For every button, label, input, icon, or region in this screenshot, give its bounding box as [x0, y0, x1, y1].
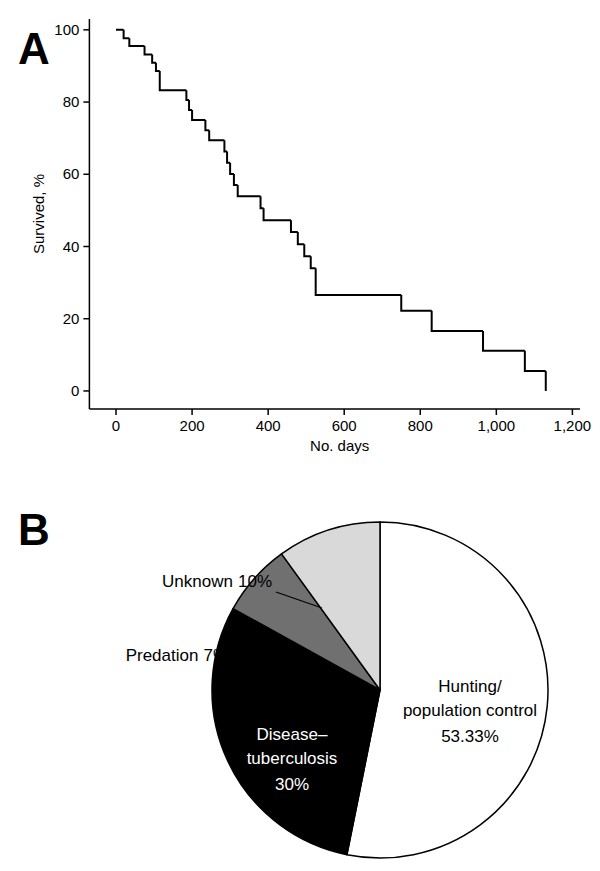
- step-segment: [124, 30, 130, 38]
- step-segment: [227, 152, 230, 163]
- step-segment: [304, 244, 310, 256]
- x-tick: [267, 409, 269, 415]
- step-segment: [234, 174, 238, 185]
- step-segment: [483, 331, 525, 351]
- x-tick: [343, 409, 345, 415]
- pie: [212, 522, 548, 858]
- leader-line: [276, 592, 322, 608]
- panel-label: A: [18, 24, 50, 73]
- slice-value: 30%: [275, 775, 309, 794]
- y-tick-label: 80: [63, 93, 80, 110]
- y-tick-label: 20: [63, 310, 80, 327]
- x-tick-label: 1,000: [478, 417, 516, 434]
- slice-label: Hunting/population control 53.33%: [403, 677, 537, 746]
- x-tick-label: 600: [332, 417, 357, 434]
- x-tick-label: 1,200: [554, 417, 592, 434]
- step-segment: [129, 38, 144, 46]
- x-tick: [115, 409, 117, 415]
- x-tick-label: 400: [256, 417, 281, 434]
- step-segment: [192, 110, 205, 120]
- step-segment: [291, 220, 298, 232]
- step-segment: [230, 163, 234, 174]
- survival-curve: [116, 30, 546, 391]
- step-segment: [209, 130, 224, 140]
- y-tick: [83, 246, 89, 248]
- figure: A 0 200 400 600 800 1,000 1,200 0 20 40 60 80 100 No. …: [0, 0, 600, 871]
- step-segment: [432, 311, 483, 331]
- slice-value: 7%: [203, 646, 228, 665]
- step-segment: [145, 46, 153, 54]
- y-axis-label: Survived, %: [30, 174, 47, 254]
- y-tick: [83, 29, 89, 31]
- step-segment: [224, 140, 227, 151]
- y-axis: [89, 19, 91, 409]
- x-tick-label: 200: [180, 417, 205, 434]
- x-axis-label: No. days: [310, 437, 369, 454]
- slice-category: Disease–: [257, 725, 328, 744]
- step-segment: [186, 90, 189, 100]
- step-segment: [156, 63, 160, 71]
- x-axis: [89, 408, 580, 410]
- y-tick-label: 40: [63, 238, 80, 255]
- x-tick: [420, 409, 422, 415]
- slice-value: 10%: [238, 572, 272, 591]
- step-segment: [525, 351, 546, 371]
- x-tick-label: 0: [112, 417, 120, 434]
- step-segment: [205, 120, 209, 130]
- step-segment: [160, 71, 187, 90]
- slice-label: Predation7%: [126, 646, 228, 665]
- y-tick-label: 0: [71, 382, 79, 399]
- x-tick-label: 800: [408, 417, 433, 434]
- step-segment: [152, 54, 156, 62]
- step-segment: [116, 29, 124, 31]
- step-segment: [264, 208, 291, 220]
- slice-category: Hunting/: [438, 677, 502, 696]
- step-segment: [316, 268, 402, 295]
- slice-category: population control: [403, 701, 537, 720]
- x-tick: [191, 409, 193, 415]
- slice-label: Unknown 10%: [162, 572, 272, 591]
- y-tick-label: 60: [63, 165, 80, 182]
- slice-label: Disease– tuberculosis 30%: [247, 725, 338, 794]
- y-tick: [83, 101, 89, 103]
- panel-label: B: [18, 505, 50, 554]
- step-segment: [238, 185, 261, 196]
- slice-category: Predation: [126, 646, 199, 665]
- step-segment: [298, 232, 304, 244]
- slice-category: tuberculosis: [247, 749, 338, 768]
- step-segment: [311, 256, 316, 268]
- pie-slice: [282, 522, 380, 690]
- step-segment: [189, 100, 192, 110]
- y-tick: [83, 174, 89, 176]
- step-segment: [401, 295, 431, 311]
- x-tick: [496, 409, 498, 415]
- step-segment: [261, 196, 264, 208]
- slice-value: 53.33%: [441, 727, 499, 746]
- y-tick-label: 100: [54, 21, 79, 38]
- slice-category: Unknown: [162, 572, 233, 591]
- step-segment: [545, 371, 547, 391]
- y-tick: [83, 318, 89, 320]
- x-tick: [572, 409, 574, 415]
- y-tick: [83, 390, 89, 392]
